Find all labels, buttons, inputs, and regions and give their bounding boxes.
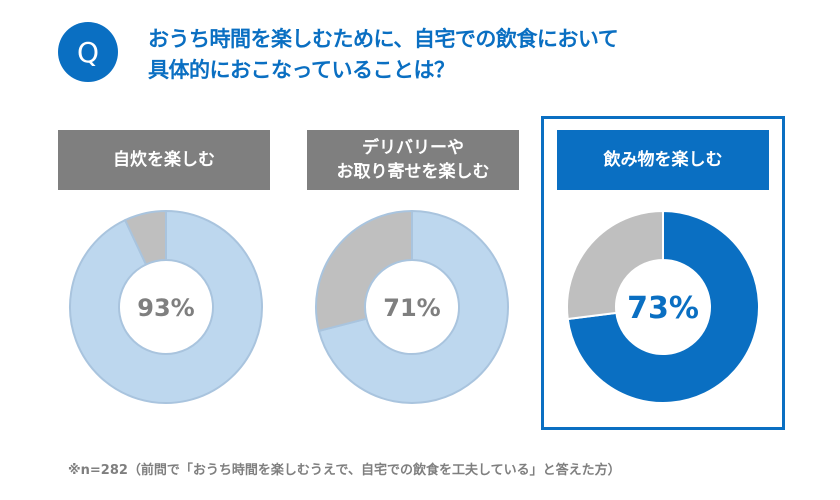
donut-remainder-slice [123, 209, 167, 266]
header-drinks: 飲み物を楽しむ [557, 130, 769, 190]
footnote: ※n=282（前問で「おうち時間を楽しむうえで、自宅での飲食を工夫している」と答… [68, 463, 621, 478]
question-line-2: 具体的におこなっていることは？ [148, 58, 455, 82]
question-badge: Q [58, 22, 118, 82]
donut-center-label: 73% [627, 291, 699, 326]
donut-center-label: 71% [383, 294, 440, 322]
donut-value-slice [69, 209, 263, 404]
donut-remainder-slice [315, 209, 413, 333]
header-line: デリバリーや [362, 138, 464, 158]
donut-value-slice [566, 209, 760, 404]
donut-remainder-slice [566, 209, 664, 321]
header-line: お取り寄せを楽しむ [336, 162, 490, 182]
header-line: 飲み物を楽しむ [603, 150, 723, 170]
highlight-frame [541, 116, 785, 430]
question-title: おうち時間を楽しむために、自宅での飲食において 具体的におこなっていることは？ [148, 24, 619, 86]
donut-center-label: 93% [137, 294, 194, 322]
donut-value-slice [317, 209, 509, 404]
question-line-1: おうち時間を楽しむために、自宅での飲食において [148, 27, 619, 51]
header-line: 自炊を楽しむ [113, 150, 215, 170]
header-cooking: 自炊を楽しむ [58, 130, 270, 190]
header-delivery: デリバリーや お取り寄せを楽しむ [307, 130, 519, 190]
